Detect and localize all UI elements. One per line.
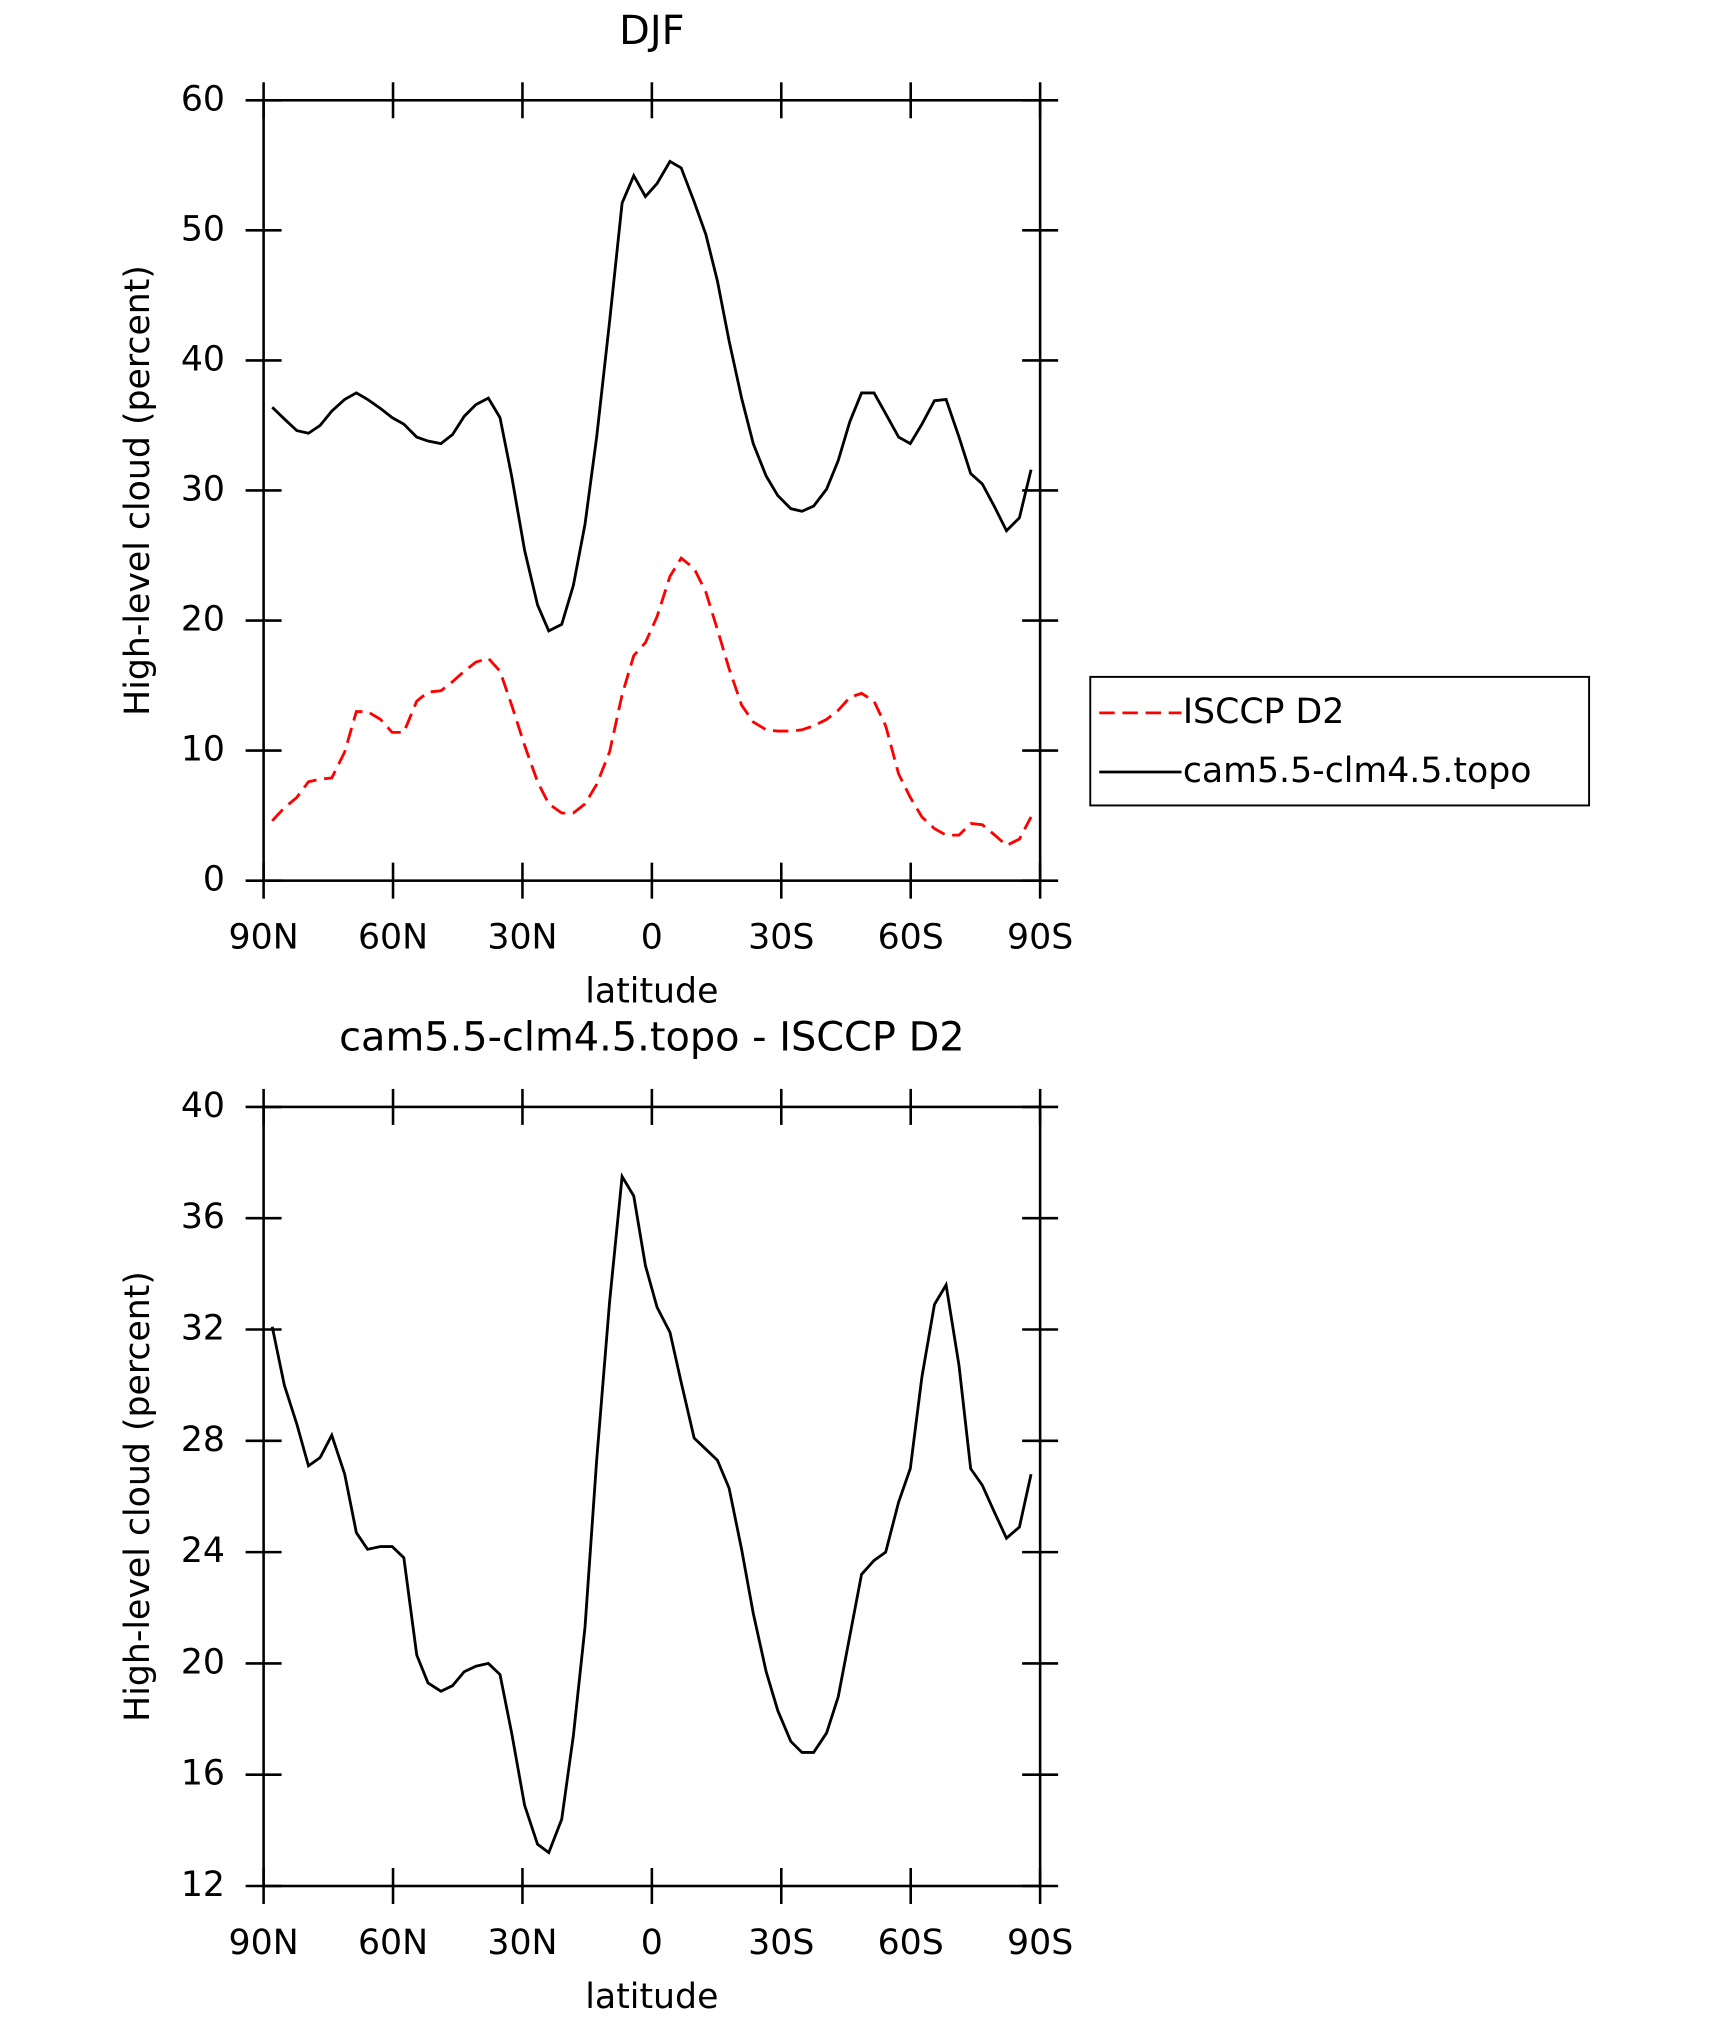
x-tick-label: 90N — [229, 918, 299, 958]
legend-label: cam5.5-clm4.5.topo — [1183, 751, 1532, 791]
data-line — [271, 159, 1033, 633]
y-tick-label: 28 — [181, 1420, 225, 1460]
x-axis-label: latitude — [585, 972, 718, 1012]
y-axis-label: High-level cloud (percent) — [118, 1271, 158, 1722]
y-tick-label: 60 — [181, 79, 225, 119]
chart-title: DJF — [619, 8, 684, 54]
plot-frame — [262, 1105, 1042, 1888]
x-tick-label: 60N — [358, 1923, 428, 1963]
y-tick-label: 16 — [181, 1754, 225, 1794]
y-tick-label: 10 — [181, 730, 225, 770]
x-tick-label: 30S — [748, 1923, 814, 1963]
chart-title: cam5.5-clm4.5.topo - ISCCP D2 — [339, 1015, 964, 1061]
x-axis-label: latitude — [585, 1977, 718, 2017]
x-tick-label: 30N — [487, 918, 557, 958]
x-tick-label: 60S — [878, 1923, 944, 1963]
y-tick-label: 12 — [181, 1865, 225, 1905]
y-tick-label: 20 — [181, 1642, 225, 1682]
x-tick-label: 90N — [229, 1923, 299, 1963]
y-tick-label: 32 — [181, 1309, 225, 1349]
y-tick-label: 50 — [181, 209, 225, 249]
x-tick-label: 30N — [487, 1923, 557, 1963]
x-tick-label: 60N — [358, 918, 428, 958]
x-tick-label: 90S — [1007, 918, 1073, 958]
x-tick-label: 90S — [1007, 1923, 1073, 1963]
data-line — [271, 555, 1033, 848]
y-tick-label: 20 — [181, 600, 225, 640]
y-axis-label: High-level cloud (percent) — [118, 265, 158, 716]
y-tick-label: 0 — [203, 860, 225, 900]
x-tick-label: 30S — [748, 918, 814, 958]
x-tick-label: 0 — [641, 1923, 663, 1963]
y-tick-label: 40 — [181, 1086, 225, 1126]
y-tick-label: 30 — [181, 469, 225, 509]
data-line — [270, 1172, 1033, 1855]
x-tick-label: 60S — [878, 918, 944, 958]
x-tick-label: 0 — [641, 918, 663, 958]
y-tick-label: 24 — [181, 1531, 225, 1571]
y-tick-label: 40 — [181, 339, 225, 379]
y-tick-label: 36 — [181, 1197, 225, 1237]
legend-box — [1089, 675, 1591, 807]
plot-frame — [262, 98, 1042, 882]
legend-label: ISCCP D2 — [1183, 692, 1345, 732]
